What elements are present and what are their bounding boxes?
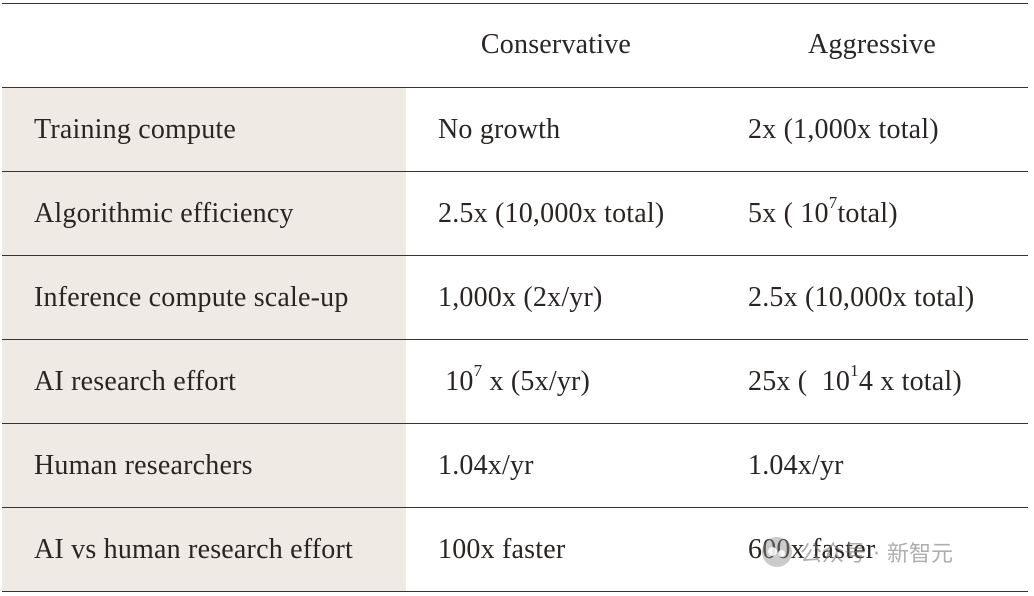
table-row: AI vs human research effort 100x faster … <box>2 508 1028 592</box>
row-label: Human researchers <box>2 424 406 507</box>
table-row: AI research effort 10 7 x (5x/yr) 25x ( 1… <box>2 340 1028 424</box>
aggressive-value: 1.04x/yr <box>748 449 844 481</box>
row-label: AI vs human research effort <box>2 508 406 591</box>
conservative-value: 10 7 x (5x/yr) <box>438 360 591 397</box>
comparison-table: Conservative Aggressive Training compute… <box>2 3 1028 592</box>
header-aggressive: Aggressive <box>808 28 936 60</box>
aggressive-value: 5x ( 10 7 total) <box>748 192 898 229</box>
row-label: AI research effort <box>2 340 406 423</box>
conservative-value: 100x faster <box>438 533 566 565</box>
header-label-cell <box>2 4 406 87</box>
conservative-value: 2.5x (10,000x total) <box>438 197 665 229</box>
row-label: Inference compute scale-up <box>2 256 406 339</box>
table-row: Inference compute scale-up 1,000x (2x/yr… <box>2 256 1028 340</box>
aggressive-value: 2.5x (10,000x total) <box>748 281 975 313</box>
header-conservative: Conservative <box>480 28 632 60</box>
conservative-value: No growth <box>438 113 561 145</box>
aggressive-value: 600x faster <box>748 533 876 565</box>
row-label: Training compute <box>2 88 406 171</box>
row-label: Algorithmic efficiency <box>2 172 406 255</box>
table-header-row: Conservative Aggressive <box>2 4 1028 88</box>
conservative-value: 1.04x/yr <box>438 449 534 481</box>
table-row: Algorithmic efficiency 2.5x (10,000x tot… <box>2 172 1028 256</box>
table-row: Human researchers 1.04x/yr 1.04x/yr <box>2 424 1028 508</box>
aggressive-value: 2x (1,000x total) <box>748 113 939 145</box>
aggressive-value: 25x ( 10 1 4 x total) <box>748 360 962 397</box>
conservative-value: 1,000x (2x/yr) <box>438 281 603 313</box>
table-row: Training compute No growth 2x (1,000x to… <box>2 88 1028 172</box>
